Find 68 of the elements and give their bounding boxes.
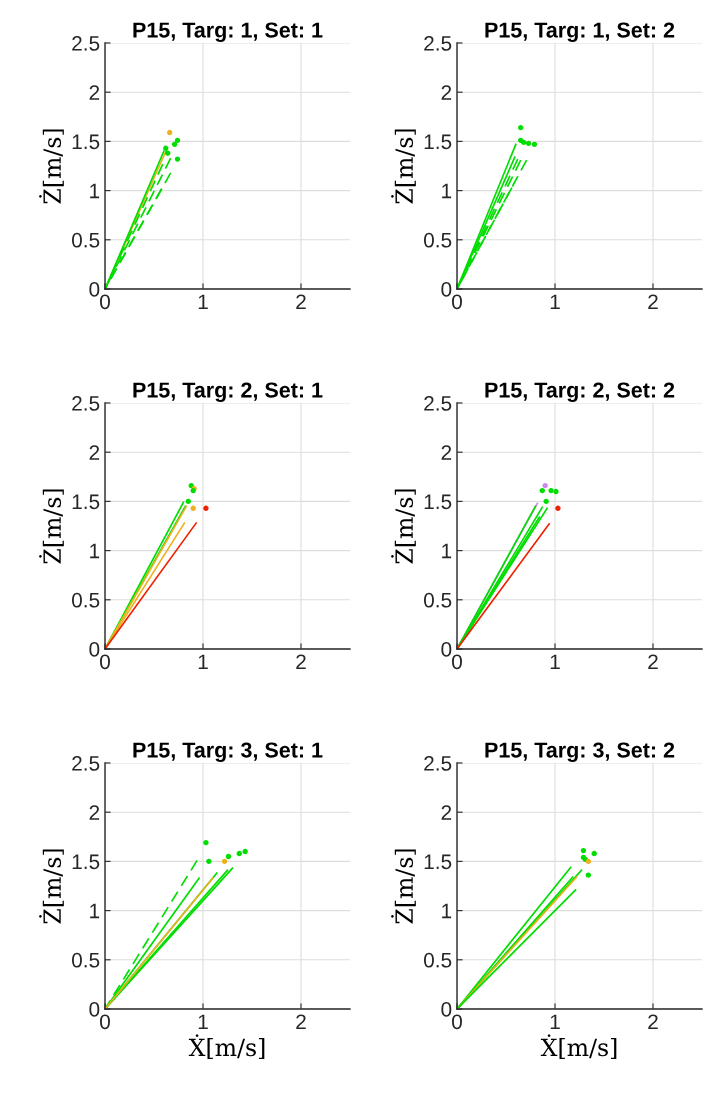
y-tick-label: 0.5 [71, 952, 100, 968]
x-tick-label: 0 [452, 1014, 462, 1030]
y-tick-label: 1 [90, 903, 100, 919]
x-tick-label: 2 [648, 294, 658, 309]
y-tick-label: 2.5 [72, 36, 100, 51]
x-tick-label: 1 [550, 294, 560, 309]
y-tick-label: 1 [90, 183, 100, 199]
y-tick-label: 1 [90, 543, 100, 559]
x-tick-label: 0 [100, 294, 110, 310]
y-tick-label: 2 [441, 85, 452, 100]
x-axis-title: Ẋ[m/s] [540, 1034, 617, 1060]
y-tick-label: 1 [442, 183, 452, 199]
y-tick-label: 2 [89, 805, 100, 820]
y-axis-title: Ż[m/s] [391, 489, 416, 564]
x-tick-label: 0 [452, 294, 462, 310]
x-axis-title: Ẋ[m/s] [188, 1034, 265, 1060]
y-tick-label: 0 [89, 282, 100, 297]
y-tick-label: 2.5 [72, 756, 100, 771]
y-tick-label: 1.5 [72, 494, 100, 510]
y-axis-title: Ż[m/s] [391, 849, 416, 924]
y-tick-label: 2 [89, 85, 100, 100]
x-tick-label: 1 [198, 1014, 208, 1029]
y-axis-title: Ż[m/s] [39, 849, 64, 924]
y-tick-label: 0.5 [423, 952, 452, 968]
y-tick-label: 2.5 [72, 396, 100, 411]
y-tick-label: 2 [441, 805, 452, 820]
y-tick-label: 2.5 [424, 756, 452, 771]
x-tick-label: 2 [296, 654, 306, 669]
y-tick-label: 2.5 [424, 396, 452, 411]
chart-title: P15, Targ: 3, Set: 2 [485, 742, 675, 763]
x-tick-label: 1 [198, 654, 208, 669]
x-tick-label: 1 [550, 654, 560, 669]
y-tick-label: 0 [441, 1002, 452, 1017]
chart-title: P15, Targ: 1, Set: 2 [485, 22, 675, 43]
y-tick-label: 1.5 [424, 134, 452, 150]
x-tick-label: 0 [100, 1014, 110, 1030]
y-axis-title: Ż[m/s] [39, 489, 64, 564]
chart-title: P15, Targ: 2, Set: 1 [133, 382, 323, 403]
y-tick-label: 1.5 [72, 134, 100, 150]
y-axis-title: Ż[m/s] [39, 129, 64, 204]
y-tick-label: 0 [89, 642, 100, 657]
y-tick-label: 2.5 [424, 36, 452, 51]
y-tick-label: 1 [442, 903, 452, 919]
y-tick-label: 0.5 [71, 232, 100, 248]
chart-title: P15, Targ: 2, Set: 2 [485, 382, 675, 403]
y-tick-label: 0.5 [423, 592, 452, 608]
y-tick-label: 1.5 [424, 854, 452, 870]
x-tick-label: 0 [100, 654, 110, 670]
y-tick-label: 0 [441, 282, 452, 297]
y-tick-label: 0 [89, 1002, 100, 1017]
x-tick-label: 0 [452, 654, 462, 670]
chart-title: P15, Targ: 3, Set: 1 [133, 742, 323, 763]
x-tick-label: 2 [296, 1014, 306, 1029]
y-tick-label: 0.5 [71, 592, 100, 608]
x-tick-label: 2 [648, 1014, 658, 1029]
y-tick-label: 0 [441, 642, 452, 657]
y-tick-label: 0.5 [423, 232, 452, 248]
chart-title: P15, Targ: 1, Set: 1 [133, 22, 323, 43]
x-tick-label: 1 [198, 294, 208, 309]
y-tick-label: 1.5 [424, 494, 452, 510]
y-axis-title: Ż[m/s] [391, 129, 416, 204]
x-tick-label: 1 [550, 1014, 560, 1029]
y-tick-label: 2 [89, 445, 100, 460]
y-tick-label: 1.5 [72, 854, 100, 870]
y-tick-label: 1 [442, 543, 452, 559]
x-tick-label: 2 [296, 294, 306, 309]
x-tick-label: 2 [648, 654, 658, 669]
y-tick-label: 2 [441, 445, 452, 460]
